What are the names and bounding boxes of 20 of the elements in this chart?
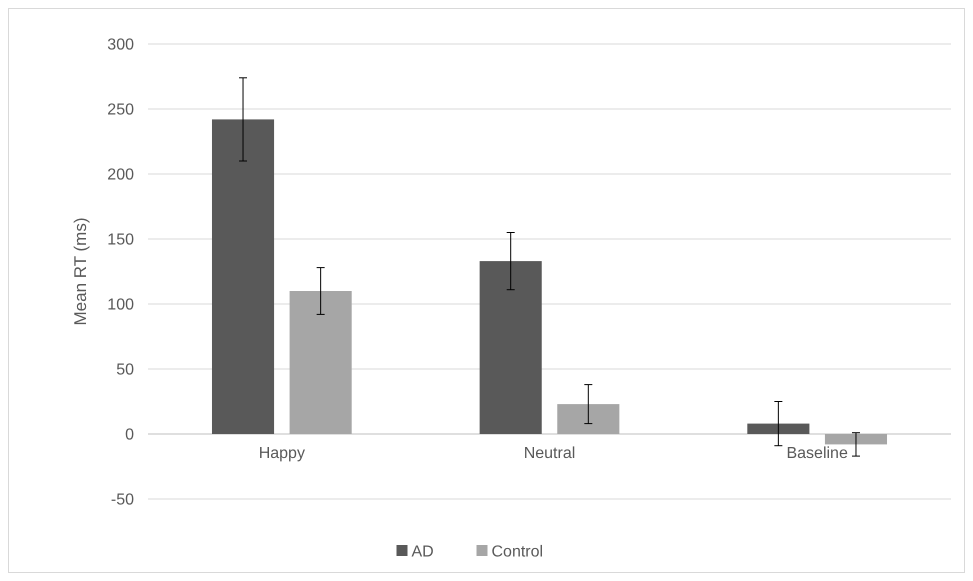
- x-tick-label: Baseline: [786, 445, 848, 462]
- y-tick-label: 150: [107, 232, 134, 249]
- y-axis-title: Mean RT (ms): [71, 217, 90, 326]
- y-tick-label: -50: [110, 492, 134, 509]
- bar: [290, 291, 352, 434]
- y-tick-label: 0: [125, 426, 134, 444]
- bar: [747, 424, 810, 434]
- x-tick-label: Happy: [258, 445, 305, 462]
- bar: [557, 404, 620, 434]
- y-tick-label: 50: [116, 362, 134, 379]
- y-tick-label: 100: [107, 296, 134, 314]
- bar: [480, 261, 542, 434]
- bar: [212, 119, 274, 434]
- legend-label: Control: [492, 544, 544, 561]
- y-tick-label: 200: [107, 166, 134, 184]
- legend-label: AD: [412, 544, 434, 561]
- y-tick-label: 250: [107, 102, 134, 119]
- x-tick-label: Neutral: [524, 445, 576, 462]
- y-tick-label: 300: [107, 36, 134, 54]
- bar: [824, 434, 888, 444]
